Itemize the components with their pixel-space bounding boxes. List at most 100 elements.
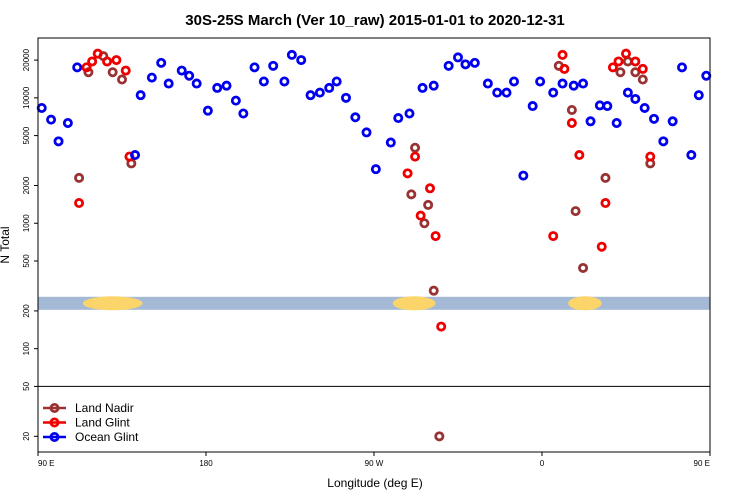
point-ocean-glint <box>417 82 428 93</box>
point-ocean-glint <box>324 82 335 93</box>
point-ocean-glint <box>443 60 454 71</box>
ocean-band <box>38 296 710 310</box>
point-land-glint <box>102 56 113 67</box>
point-ocean-glint <box>62 118 73 129</box>
point-ocean-glint <box>611 118 622 129</box>
point-ocean-glint <box>492 87 503 98</box>
y-tick-label: 5000 <box>22 126 31 144</box>
point-land-glint <box>637 63 648 74</box>
x-axis-label: Longitude (deg E) <box>327 476 422 490</box>
point-ocean-glint <box>331 76 342 87</box>
point-land-nadir <box>74 172 85 183</box>
point-ocean-glint <box>578 78 589 89</box>
point-ocean-glint <box>385 137 396 148</box>
point-land-nadir <box>600 172 611 183</box>
point-ocean-glint <box>518 170 529 181</box>
point-ocean-glint <box>202 105 213 116</box>
point-ocean-glint <box>46 114 57 125</box>
point-ocean-glint <box>452 52 463 63</box>
point-land-nadir <box>83 67 94 78</box>
point-land-glint <box>566 118 577 129</box>
y-axis: 20 50 100 200 500 1000 2000 5000 10000 20000 <box>22 48 38 441</box>
point-ocean-glint <box>249 62 260 73</box>
x-tick-label: 90 E <box>38 459 54 468</box>
point-ocean-glint <box>130 150 141 161</box>
y-tick-label: 500 <box>22 254 31 268</box>
point-ocean-glint <box>501 87 512 98</box>
point-ocean-glint <box>508 76 519 87</box>
point-land-nadir <box>630 67 641 78</box>
point-land-nadir <box>410 142 421 153</box>
y-axis-label: N Total <box>0 226 12 263</box>
point-land-glint <box>630 56 641 67</box>
point-land-glint <box>600 198 611 209</box>
point-ocean-glint <box>667 116 678 127</box>
point-land-glint <box>87 56 98 67</box>
point-land-nadir <box>423 199 434 210</box>
point-land-glint <box>548 231 559 242</box>
point-ocean-glint <box>469 57 480 68</box>
point-ocean-glint <box>535 76 546 87</box>
legend-label-ocean-glint: Ocean Glint <box>75 430 139 444</box>
point-ocean-glint <box>686 150 697 161</box>
x-tick-label: 0 <box>540 459 545 468</box>
point-ocean-glint <box>602 101 613 112</box>
point-land-glint <box>574 150 585 161</box>
point-land-nadir <box>570 206 581 217</box>
point-land-glint <box>430 231 441 242</box>
point-land-glint <box>424 183 435 194</box>
point-land-nadir <box>615 67 626 78</box>
y-tick-label: 1000 <box>22 214 31 232</box>
point-land-glint <box>92 48 103 59</box>
x-tick-label: 90 E <box>694 459 710 468</box>
point-ocean-glint <box>279 76 290 87</box>
point-land-glint <box>596 241 607 252</box>
legend-label-land-nadir: Land Nadir <box>75 401 134 415</box>
x-tick-label: 90 W <box>365 459 384 468</box>
point-ocean-glint <box>585 116 596 127</box>
point-land-glint <box>559 63 570 74</box>
point-ocean-glint <box>527 101 538 112</box>
x-axis: 90 E 180 90 W 0 90 E <box>37 452 711 468</box>
point-ocean-glint <box>305 90 316 101</box>
point-ocean-glint <box>482 78 493 89</box>
point-land-nadir <box>434 431 445 442</box>
point-ocean-glint <box>191 78 202 89</box>
legend-label-land-glint: Land Glint <box>75 416 130 430</box>
point-land-glint <box>415 210 426 221</box>
x-tick-label: 180 <box>199 459 213 468</box>
point-ocean-glint <box>176 65 187 76</box>
point-ocean-glint <box>404 108 415 119</box>
point-ocean-glint <box>568 80 579 91</box>
y-tick-label: 50 <box>22 381 31 390</box>
y-tick-label: 10000 <box>22 86 31 109</box>
point-ocean-glint <box>557 78 568 89</box>
point-land-nadir <box>107 67 118 78</box>
point-ocean-glint <box>370 164 381 175</box>
point-ocean-glint <box>36 102 47 113</box>
point-ocean-glint <box>393 113 404 124</box>
legend-marker-land-nadir <box>49 402 60 413</box>
point-ocean-glint <box>286 49 297 60</box>
land-segment-1 <box>82 296 143 311</box>
point-land-glint <box>607 62 618 73</box>
point-ocean-glint <box>701 70 712 81</box>
y-tick-label: 200 <box>22 304 31 318</box>
point-land-glint <box>81 62 92 73</box>
point-ocean-glint <box>649 113 660 124</box>
point-ocean-glint <box>238 108 249 119</box>
point-land-nadir <box>406 189 417 200</box>
data-points <box>36 48 712 442</box>
point-ocean-glint <box>258 76 269 87</box>
point-ocean-glint <box>548 87 559 98</box>
land-segment-3 <box>568 296 602 311</box>
point-land-glint <box>111 55 122 66</box>
point-land-glint <box>120 65 131 76</box>
point-ocean-glint <box>630 93 641 104</box>
chart-title: 30S-25S March (Ver 10_raw) 2015-01-01 to… <box>185 12 564 29</box>
point-land-glint <box>621 48 632 59</box>
point-ocean-glint <box>639 102 650 113</box>
point-ocean-glint <box>622 87 633 98</box>
point-ocean-glint <box>296 55 307 66</box>
